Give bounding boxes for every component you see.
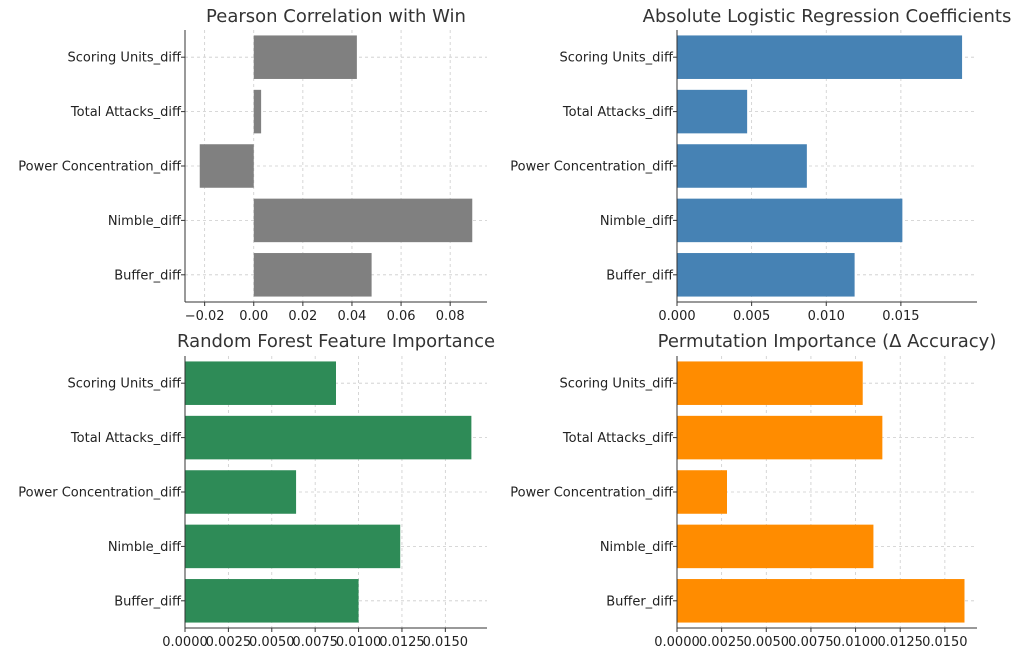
x-tick-label: 0.005	[733, 309, 770, 324]
x-tick-label: 0.0150	[423, 635, 469, 650]
x-tick-label: 0.000	[658, 309, 695, 324]
y-tick-label: Scoring Units_diff	[560, 377, 675, 392]
bar-scoring-units-diff	[677, 361, 863, 405]
y-tick-label: Scoring Units_diff	[68, 377, 183, 392]
bar-nimble-diff	[253, 198, 473, 243]
y-tick-label: Buffer_diff	[606, 594, 674, 609]
bar-power-concentration-diff	[677, 470, 727, 514]
x-tick-label: 0.0075	[292, 635, 338, 650]
bar-total-attacks-diff	[185, 415, 472, 460]
x-tick-label: 0.0025	[206, 635, 252, 650]
y-tick-label: Power Concentration_diff	[510, 160, 674, 175]
x-tick-label: 0.0125	[379, 635, 425, 650]
chart-title: Permutation Importance (Δ Accuracy)	[658, 331, 997, 352]
y-tick-label: Power Concentration_diff	[18, 160, 182, 175]
y-tick-label: Nimble_diff	[600, 540, 674, 555]
bar-buffer-diff	[185, 579, 359, 623]
pearson-correlation-chart: Scoring Units_diff Total Attacks_diff Powe…	[18, 6, 487, 324]
chart-title: Random Forest Feature Importance	[177, 331, 495, 352]
bar-buffer-diff	[677, 579, 965, 623]
y-tick-label: Total Attacks_diff	[562, 431, 674, 446]
x-tick-label: 0.00	[239, 309, 268, 324]
bar-nimble-diff	[677, 524, 874, 569]
x-tick-label: 0.0100	[336, 635, 382, 650]
bar-scoring-units-diff	[185, 361, 336, 405]
random-forest-importance-chart: Scoring Units_diff Total Attacks_diff Powe…	[18, 331, 495, 650]
bar-power-concentration-diff	[185, 470, 297, 514]
x-tick-label: 0.015	[882, 309, 919, 324]
y-tick-label: Nimble_diff	[108, 214, 182, 229]
bar-nimble-diff	[677, 198, 903, 243]
permutation-importance-chart: Scoring Units_diff Total Attacks_diff Powe…	[510, 331, 996, 650]
y-tick-label: Power Concentration_diff	[18, 486, 182, 501]
y-tick-label: Buffer_diff	[114, 268, 182, 283]
y-tick-label: Scoring Units_diff	[560, 51, 675, 66]
x-tick-label: 0.010	[808, 309, 845, 324]
x-tick-label: 0.0150	[922, 635, 968, 650]
bar-total-attacks-diff	[677, 415, 883, 460]
y-tick-label: Buffer_diff	[606, 268, 674, 283]
x-tick-label: 0.0050	[744, 635, 790, 650]
x-tick-label: 0.06	[387, 309, 416, 324]
y-tick-label: Buffer_diff	[114, 594, 182, 609]
y-tick-label: Total Attacks_diff	[70, 431, 182, 446]
x-tick-label: 0.04	[337, 309, 366, 324]
x-tick-label: 0.08	[436, 309, 465, 324]
bar-nimble-diff	[185, 524, 401, 569]
y-tick-label: Nimble_diff	[108, 540, 182, 555]
x-tick-label: 0.0000	[654, 635, 700, 650]
logistic-coefficients-chart: Scoring Units_diff Total Attacks_diff Powe…	[510, 6, 1011, 324]
bar-total-attacks-diff	[253, 89, 262, 134]
x-tick-label: 0.0025	[699, 635, 745, 650]
bar-buffer-diff	[253, 253, 372, 297]
bar-scoring-units-diff	[253, 35, 357, 79]
x-tick-label: 0.0075	[788, 635, 834, 650]
bar-buffer-diff	[677, 253, 855, 297]
y-tick-label: Scoring Units_diff	[68, 51, 183, 66]
bar-scoring-units-diff	[677, 35, 963, 79]
y-tick-label: Power Concentration_diff	[510, 486, 674, 501]
x-tick-label: 0.0000	[162, 635, 208, 650]
chart-title: Absolute Logistic Regression Coefficient…	[643, 6, 1012, 27]
x-tick-label: −0.02	[185, 309, 225, 324]
x-tick-label: 0.02	[288, 309, 317, 324]
y-tick-label: Total Attacks_diff	[70, 105, 182, 120]
y-tick-label: Total Attacks_diff	[562, 105, 674, 120]
x-tick-label: 0.0050	[249, 635, 295, 650]
bar-power-concentration-diff	[677, 144, 807, 188]
x-tick-label: 0.0100	[833, 635, 879, 650]
chart-title: Pearson Correlation with Win	[206, 6, 466, 27]
bar-power-concentration-diff	[199, 144, 254, 188]
x-tick-label: 0.0125	[877, 635, 923, 650]
bar-total-attacks-diff	[677, 89, 748, 134]
y-tick-label: Nimble_diff	[600, 214, 674, 229]
